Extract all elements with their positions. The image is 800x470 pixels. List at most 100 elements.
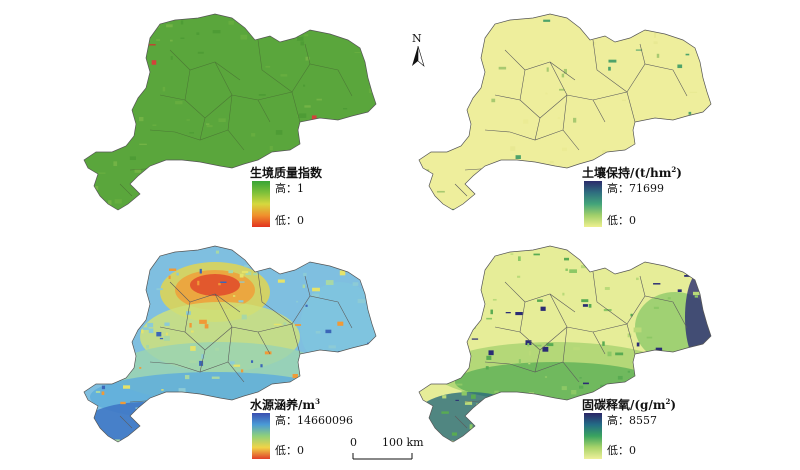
county-boundary xyxy=(484,129,564,141)
raster-cell xyxy=(260,364,263,368)
region-outline xyxy=(418,13,712,211)
raster-cell xyxy=(223,403,229,407)
raster-cell xyxy=(324,386,330,390)
raster-cell xyxy=(233,364,241,367)
raster-cell xyxy=(239,273,244,278)
raster-cell xyxy=(85,105,92,108)
raster-cell xyxy=(244,18,252,22)
raster-cell xyxy=(490,309,493,315)
raster-cell xyxy=(163,196,168,202)
county-boundary xyxy=(626,295,688,329)
raster-cell xyxy=(295,156,304,158)
raster-cell xyxy=(347,120,353,123)
raster-cell xyxy=(168,275,171,280)
raster-cell xyxy=(646,336,653,339)
raster-cell xyxy=(127,113,130,116)
raster-cell xyxy=(196,32,200,35)
raster-cell xyxy=(653,41,658,45)
raster-cell xyxy=(85,183,94,188)
county-boundary xyxy=(159,94,186,101)
raster-cell xyxy=(123,385,131,389)
raster-cell xyxy=(175,101,183,105)
raster-cell xyxy=(300,41,305,46)
raster-cell xyxy=(537,420,542,424)
raster-cell xyxy=(359,175,364,177)
raster-cell xyxy=(627,370,631,373)
raster-cell xyxy=(339,270,346,276)
raster-cell xyxy=(642,147,648,151)
raster-cell xyxy=(168,268,177,271)
raster-cell xyxy=(128,312,132,315)
raster-cell xyxy=(312,442,319,446)
raster-cell xyxy=(633,327,642,333)
legend-carbon-title: 固碳释氧/(g/m2) xyxy=(582,396,676,413)
raster-cell xyxy=(269,145,273,151)
legend-soil-high-value: 71699 xyxy=(629,182,664,195)
legend-habitat-high-label: 高： xyxy=(275,182,297,195)
raster-cell xyxy=(180,20,184,25)
raster-cell xyxy=(242,61,247,65)
raster-cell xyxy=(229,361,235,365)
raster-cell xyxy=(303,84,306,87)
raster-cell xyxy=(250,360,254,363)
raster-cell xyxy=(579,377,582,379)
raster-cell xyxy=(99,202,108,205)
raster-cell xyxy=(656,53,660,58)
raster-cell xyxy=(455,399,459,401)
raster-cell xyxy=(562,292,565,296)
raster-cell xyxy=(461,391,467,396)
region-outline xyxy=(83,245,377,443)
raster-cell xyxy=(232,295,236,297)
raster-cell xyxy=(467,213,472,216)
raster-cell xyxy=(283,322,287,325)
raster-cell xyxy=(356,247,364,251)
raster-cell xyxy=(653,306,659,309)
raster-cell xyxy=(265,32,271,34)
raster-cell xyxy=(211,376,220,379)
raster-cell xyxy=(473,26,477,29)
raster-cell xyxy=(543,19,551,22)
raster-cell xyxy=(677,289,682,293)
raster-cell xyxy=(667,418,676,421)
raster-cell xyxy=(292,373,298,379)
raster-cell xyxy=(227,407,235,411)
legend-habitat-ramp xyxy=(252,181,270,227)
raster-cell xyxy=(86,130,94,135)
raster-cell xyxy=(244,264,250,268)
raster-cell xyxy=(655,347,663,351)
raster-cell xyxy=(143,327,149,330)
raster-cell xyxy=(154,204,159,209)
water-conservation-map xyxy=(83,245,377,446)
raster-cell xyxy=(523,119,529,124)
value-zone xyxy=(190,274,240,296)
raster-cell xyxy=(112,334,118,336)
raster-cell xyxy=(348,29,352,31)
raster-cell xyxy=(116,114,121,117)
raster-cell xyxy=(540,306,546,311)
county-boundary xyxy=(169,49,241,81)
legend-water-high-label: 高： xyxy=(275,414,297,427)
raster-cell xyxy=(128,87,132,90)
raster-cell xyxy=(515,155,521,160)
raster-cell xyxy=(510,146,516,151)
legend-carbon-title-text: 固碳释氧/(g/m xyxy=(582,398,666,412)
scale-bar: 0 100 km xyxy=(350,436,432,466)
raster-cell xyxy=(565,268,568,271)
county-boundary xyxy=(592,271,628,325)
county-boundary xyxy=(149,129,229,141)
raster-cell xyxy=(311,293,320,298)
raster-cell xyxy=(139,367,142,369)
raster-cell xyxy=(255,265,259,268)
raster-cell xyxy=(630,313,633,317)
raster-cell xyxy=(633,22,640,24)
raster-cell xyxy=(500,18,506,21)
raster-cell xyxy=(280,74,288,77)
raster-cell xyxy=(131,33,138,37)
raster-cell xyxy=(296,300,299,303)
raster-cell xyxy=(676,359,681,364)
raster-cell xyxy=(430,211,435,213)
raster-cell xyxy=(464,286,467,290)
county-boundary xyxy=(304,275,311,297)
raster-cell xyxy=(273,323,282,326)
raster-cell xyxy=(152,124,157,127)
